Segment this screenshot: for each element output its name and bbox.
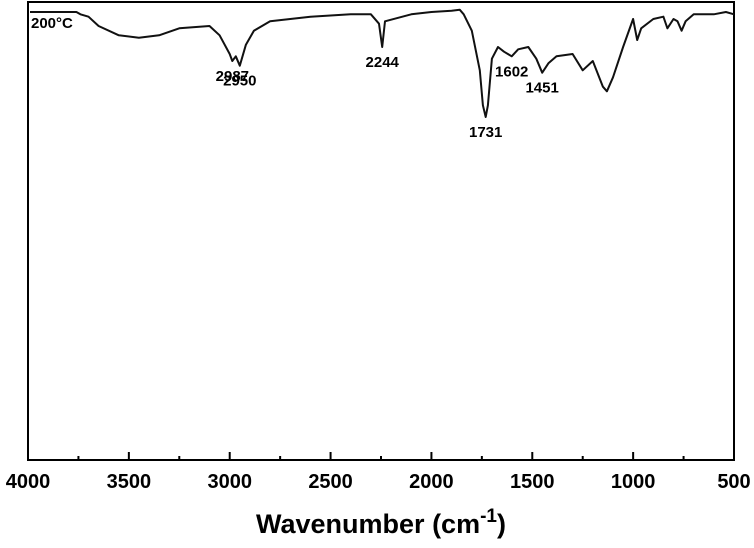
series-labels: 250°C240°C230°C220°C200°C [31,15,73,32]
x-tick-label: 1000 [611,471,656,493]
x-tick-label: 1500 [510,471,555,493]
x-axis-ticks: 4000 3500 3000 2500 2000 1500 1000 500 [6,452,751,493]
x-axis-title: Wavenumber (cm-1) [256,506,506,539]
x-tick-label: 2500 [308,471,353,493]
peak-label: 1451 [525,80,558,97]
spectrum-line [30,8,735,118]
x-tick-label: 3000 [207,471,252,493]
spectra-curves [30,8,735,118]
x-axis-unit-suffix: ) [497,509,506,539]
x-axis-unit-exponent: -1 [480,506,497,527]
peak-label: 2987 [216,68,249,85]
x-axis-title-text: Wavenumber [256,509,425,539]
x-axis-unit-prefix: (cm [432,509,480,539]
x-tick-label: 3500 [107,471,152,493]
peak-label: 2950 [223,73,256,90]
x-tick-label: 2000 [409,471,454,493]
series-label: 200°C [31,15,73,32]
peak-label: 1602 [495,63,528,80]
peak-label: 2244 [366,54,400,71]
peak-labels: 2987295022441731160214511596159415911591 [216,0,559,141]
x-tick-label: 500 [717,471,750,493]
peak-label: 1731 [469,124,502,141]
x-tick-label: 4000 [6,471,51,493]
